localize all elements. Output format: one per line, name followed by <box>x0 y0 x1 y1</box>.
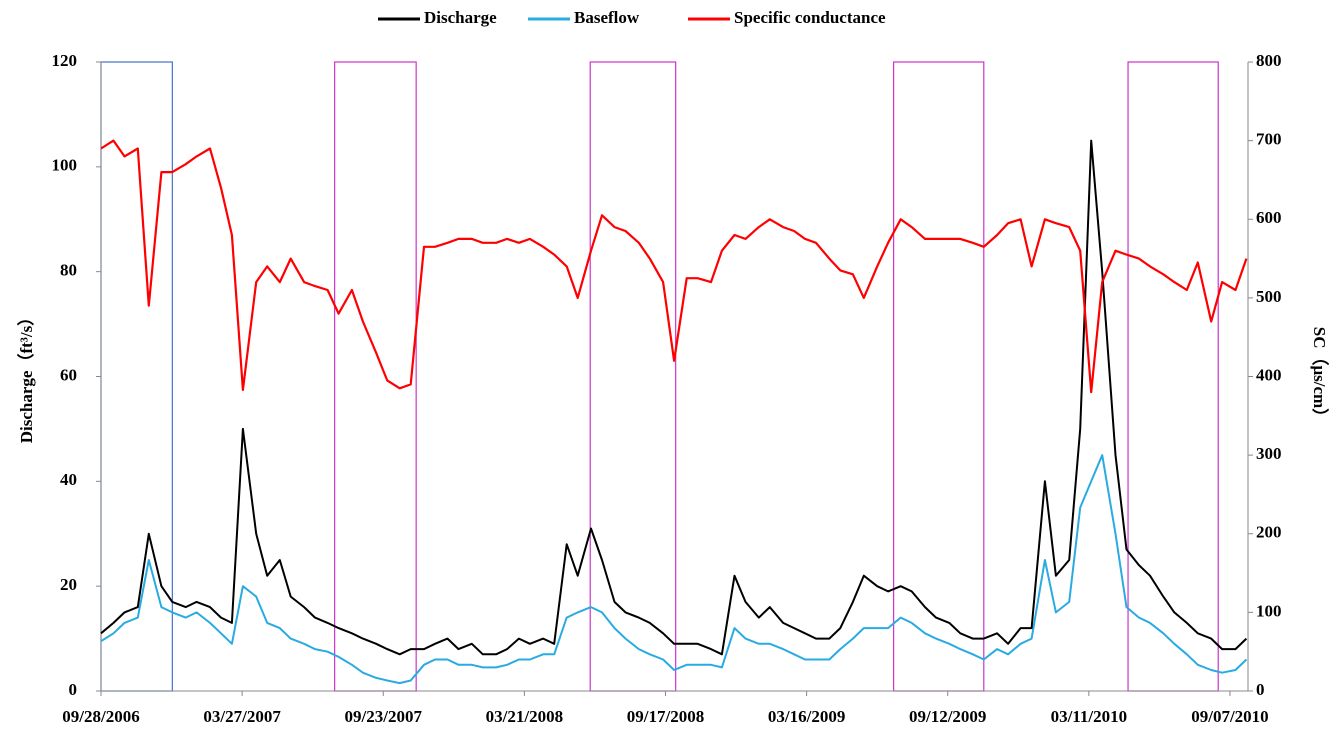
y2-tick-label: 600 <box>1256 208 1282 227</box>
highlight-period <box>100 61 173 692</box>
x-tick-label: 09/28/2006 <box>62 707 139 726</box>
highlight-period <box>893 61 985 692</box>
x-tick-label: 09/17/2008 <box>627 707 704 726</box>
x-tick-label: 03/16/2009 <box>768 707 845 726</box>
x-tick-label: 03/27/2007 <box>203 707 281 726</box>
y2-tick-label: 400 <box>1256 365 1282 384</box>
y-tick-label: 0 <box>69 680 78 699</box>
y-tick-label: 40 <box>60 470 77 489</box>
highlight-period <box>334 61 417 692</box>
highlight-period <box>1127 61 1219 692</box>
y2-axis-title: SC（μs/cm） <box>1310 327 1330 425</box>
y-tick-label: 60 <box>60 365 77 384</box>
y-tick-label: 80 <box>60 261 77 280</box>
y-tick-label: 20 <box>60 575 77 594</box>
legend-label: Specific conductance <box>734 8 886 27</box>
legend-label: Baseflow <box>574 8 640 27</box>
y2-tick-label: 0 <box>1256 680 1265 699</box>
x-tick-label: 03/21/2008 <box>486 707 563 726</box>
x-tick-label: 09/07/2010 <box>1191 707 1268 726</box>
y-tick-label: 120 <box>52 51 78 70</box>
y2-tick-label: 200 <box>1256 523 1282 542</box>
series-line <box>100 139 1248 394</box>
x-tick-label: 09/12/2009 <box>909 707 986 726</box>
series-line <box>100 454 1248 685</box>
series-line <box>100 139 1248 656</box>
y2-tick-label: 300 <box>1256 444 1282 463</box>
y2-tick-label: 800 <box>1256 51 1282 70</box>
y2-tick-label: 700 <box>1256 130 1282 149</box>
legend-label: Discharge <box>424 8 497 27</box>
x-tick-label: 09/23/2007 <box>345 707 423 726</box>
y2-tick-label: 500 <box>1256 287 1282 306</box>
y-tick-label: 100 <box>52 156 78 175</box>
y-axis-title: Discharge（ft³/s） <box>16 309 36 443</box>
x-tick-label: 03/11/2010 <box>1051 707 1128 726</box>
highlight-period <box>589 61 677 692</box>
y2-tick-label: 100 <box>1256 601 1282 620</box>
